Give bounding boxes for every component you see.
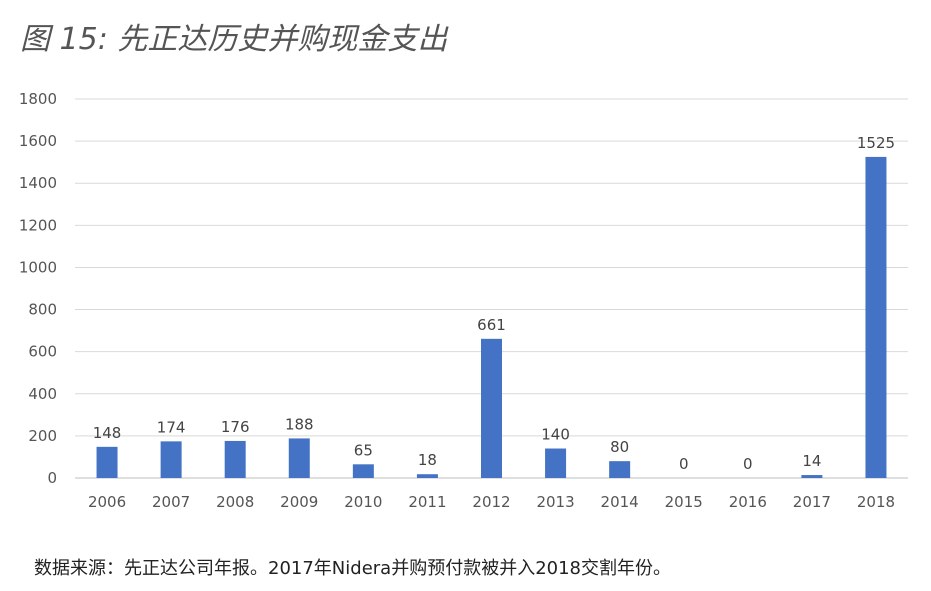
y-tick-label: 600 [28, 343, 57, 361]
bar [160, 441, 182, 478]
x-tick-label: 2015 [665, 493, 703, 511]
x-tick-label: 2011 [408, 493, 446, 511]
bar [352, 464, 374, 478]
bar [288, 438, 310, 478]
x-tick-label: 2013 [536, 493, 574, 511]
y-tick-label: 200 [28, 427, 57, 445]
data-label: 18 [418, 451, 437, 469]
x-tick-label: 2008 [216, 493, 254, 511]
data-label: 14 [802, 452, 821, 470]
data-label: 140 [541, 426, 570, 444]
bar [545, 448, 567, 478]
y-tick-label: 400 [28, 385, 57, 403]
x-tick-label: 2009 [280, 493, 318, 511]
y-tick-label: 1400 [19, 174, 57, 192]
x-tick-label: 2016 [729, 493, 767, 511]
x-tick-label: 2018 [857, 493, 895, 511]
bar [96, 446, 118, 478]
bar [609, 461, 631, 478]
x-tick-label: 2010 [344, 493, 382, 511]
data-label: 661 [477, 316, 506, 334]
y-tick-label: 0 [47, 469, 57, 487]
x-tick-label: 2012 [472, 493, 510, 511]
data-label: 65 [354, 441, 373, 459]
y-tick-label: 1600 [19, 132, 57, 150]
y-tick-label: 1800 [19, 90, 57, 108]
bar [801, 475, 823, 478]
bar [865, 156, 887, 478]
bar [416, 474, 438, 478]
x-tick-label: 2006 [88, 493, 126, 511]
data-label: 80 [610, 438, 629, 456]
data-label: 0 [743, 455, 753, 473]
x-tick-label: 2017 [793, 493, 831, 511]
data-label: 174 [157, 418, 186, 436]
y-tick-label: 1200 [19, 216, 57, 234]
y-tick-label: 800 [28, 301, 57, 319]
chart-title: 图 15: 先正达历史并购现金支出 [20, 22, 448, 57]
source-note: 数据来源：先正达公司年报。2017年Nidera并购预付款被并入2018交割年份… [34, 558, 672, 579]
data-label: 0 [679, 455, 689, 473]
bar [481, 338, 502, 478]
x-tick-label: 2007 [152, 493, 190, 511]
data-label: 176 [221, 418, 250, 436]
data-label: 1525 [857, 134, 895, 152]
x-tick-label: 2014 [601, 493, 639, 511]
y-tick-label: 1000 [19, 258, 57, 276]
data-label: 188 [285, 415, 314, 433]
data-label: 148 [93, 424, 122, 442]
bar [224, 440, 246, 478]
